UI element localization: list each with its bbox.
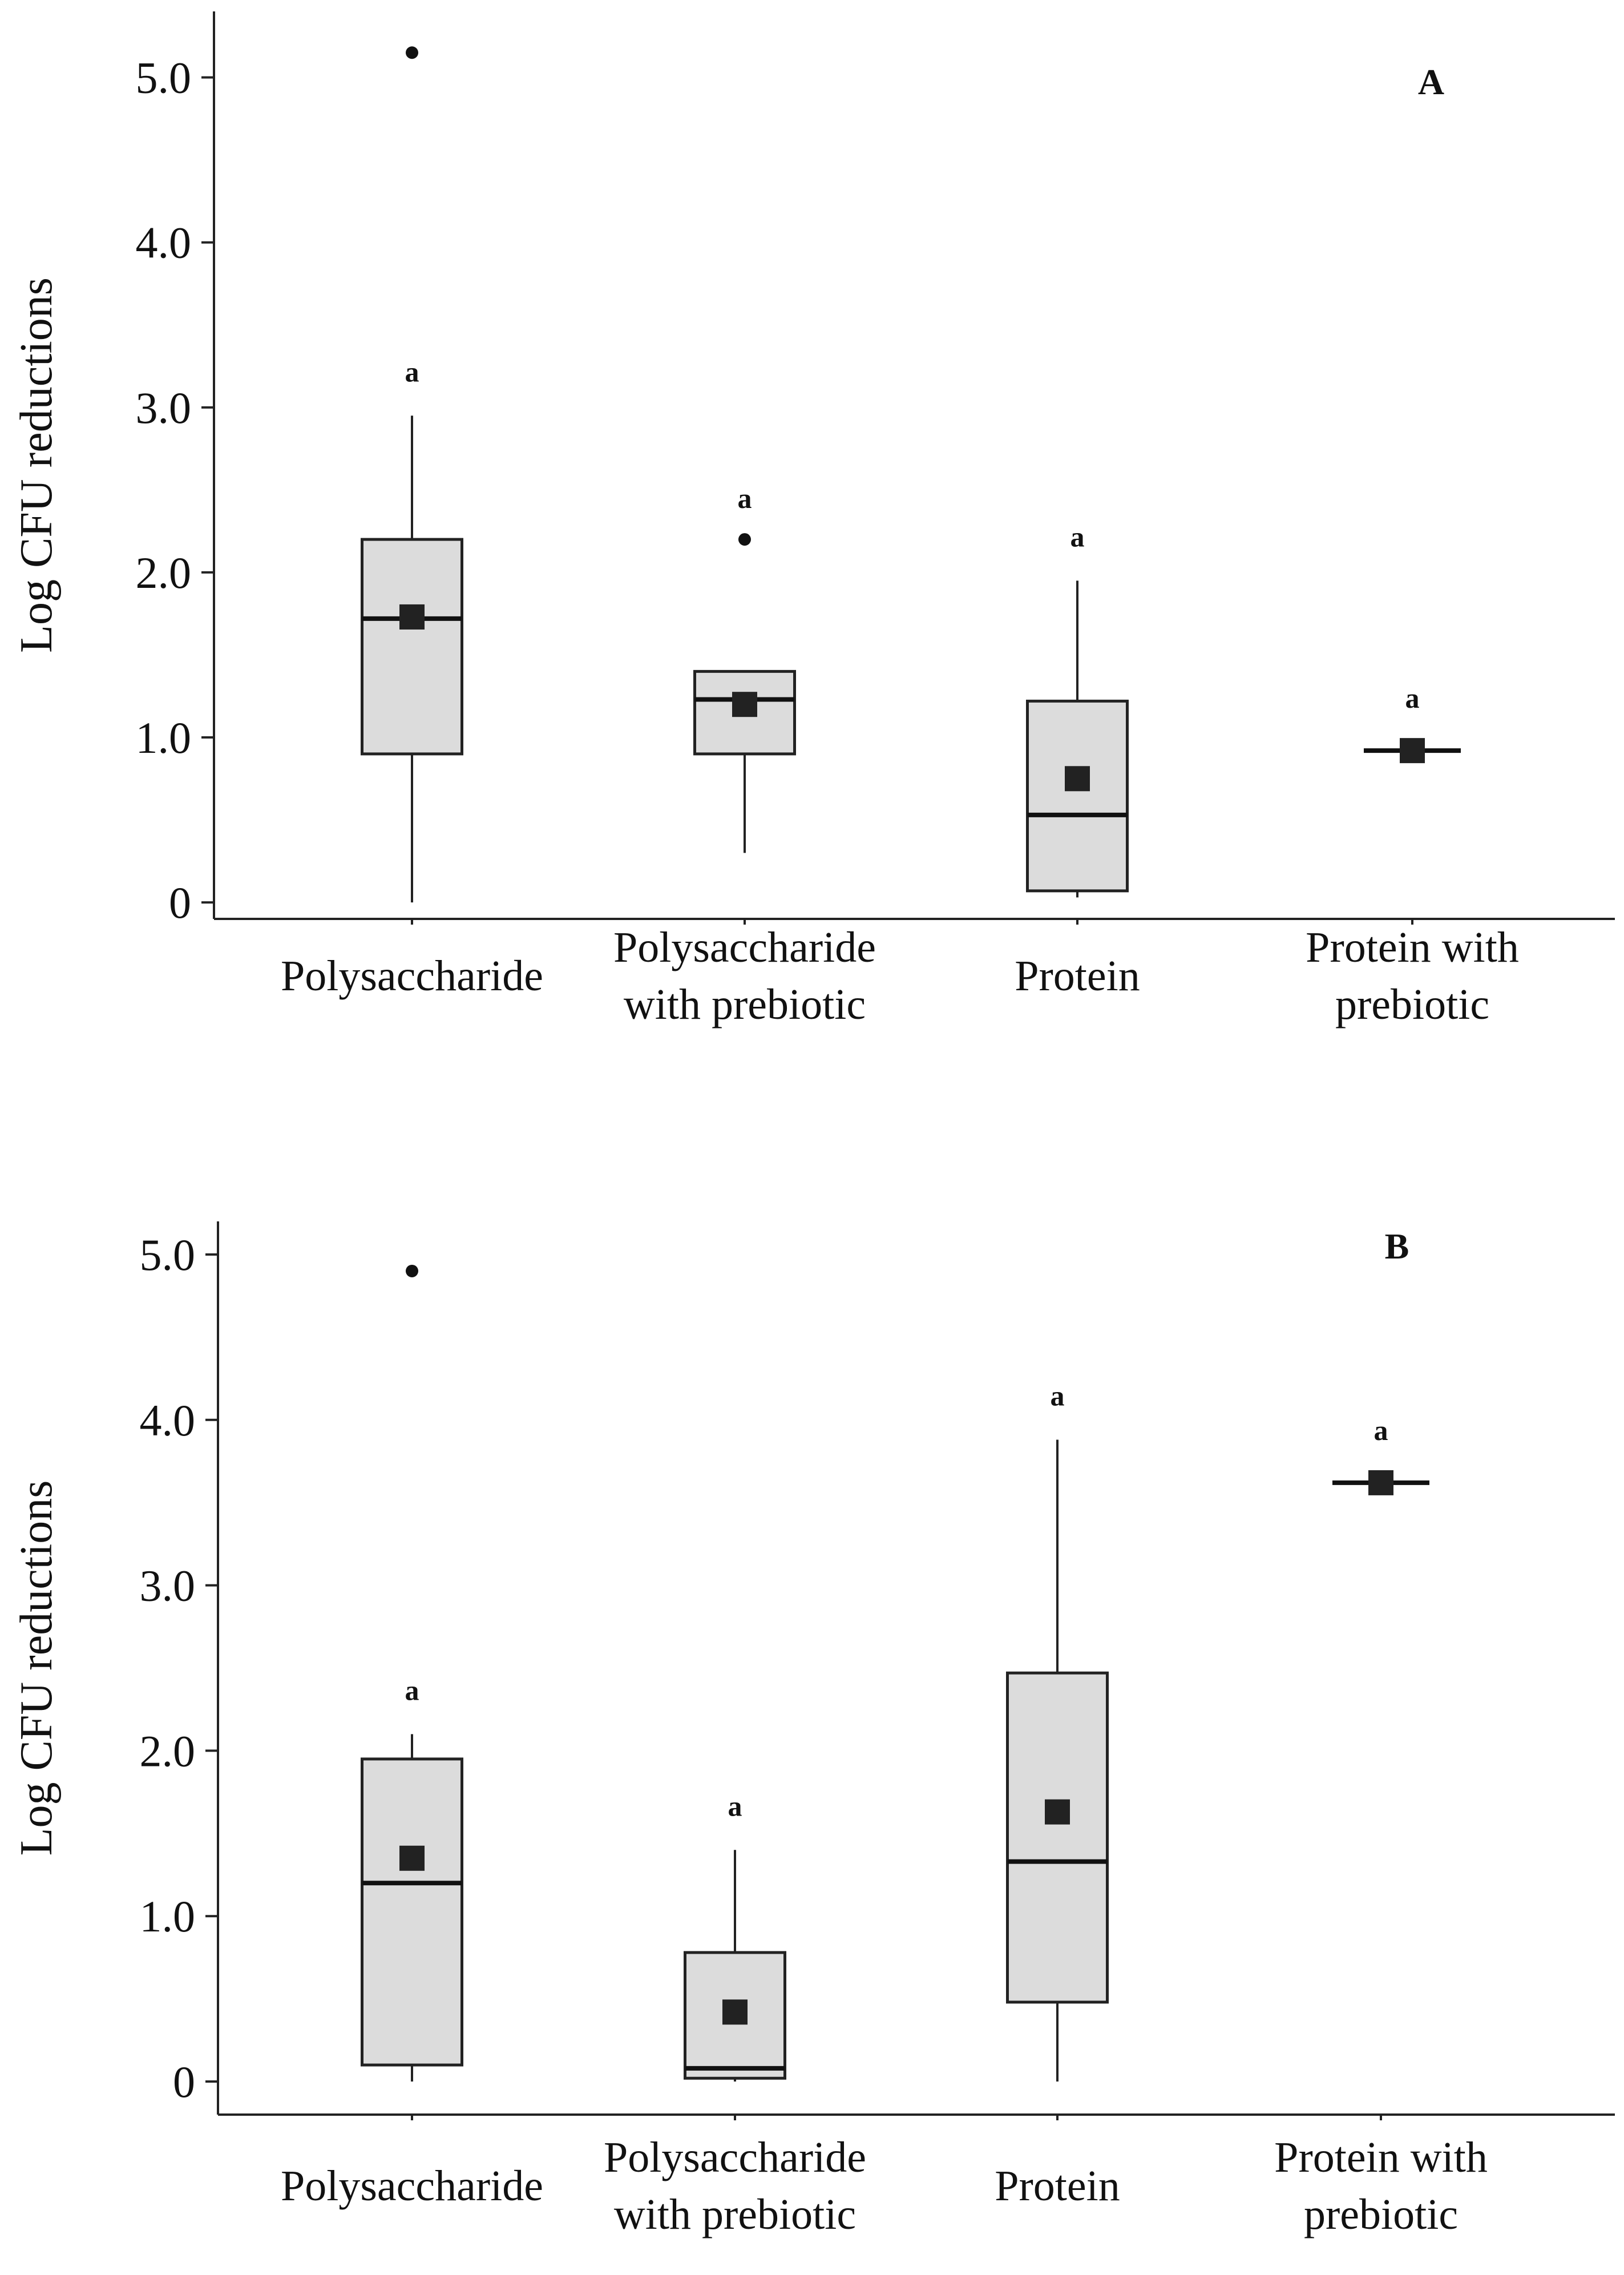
mean-marker (399, 1845, 425, 1871)
iqr-box (361, 1757, 463, 2067)
iqr-box (361, 538, 463, 756)
y-tick-label: 4.0 (136, 218, 192, 268)
y-tick-label: 3.0 (140, 1561, 196, 1611)
y-tick-label: 0 (169, 878, 191, 927)
mean-marker (722, 1999, 748, 2025)
y-tick-label: 4.0 (140, 1395, 196, 1445)
x-category-label: Polysaccharide (613, 923, 876, 971)
y-tick-label: 5.0 (136, 53, 192, 103)
x-category-label: prebiotic (1335, 981, 1489, 1028)
panel-a: 0 1.0 2.0 3.0 4.0 5.0 Log CFU reductions A Polys… (11, 11, 1615, 1028)
y-axis-title: Log CFU reductions (11, 277, 62, 653)
panel-letter: B (1385, 1226, 1409, 1266)
y-axis-title: Log CFU reductions (11, 1481, 62, 1856)
y-tick-label: 2.0 (140, 1726, 196, 1776)
y-tick-label: 1.0 (136, 713, 192, 763)
mean-marker (732, 692, 757, 717)
x-category-label: Protein with (1274, 2133, 1488, 2181)
y-tick-label: 1.0 (140, 1891, 196, 1941)
significance-letter: a (728, 1790, 742, 1822)
x-category-label: with prebiotic (624, 981, 866, 1028)
significance-letter: a (405, 356, 419, 388)
y-tick-label: 5.0 (140, 1230, 196, 1280)
y-tick-label: 3.0 (136, 383, 192, 433)
significance-letter: a (738, 482, 752, 514)
significance-letter: a (405, 1674, 419, 1706)
x-category-label: Polysaccharide (281, 952, 543, 1000)
significance-letter: a (1051, 1380, 1065, 1412)
outlier-point (738, 533, 751, 546)
y-tick-label: 2.0 (136, 548, 192, 598)
x-category-label: Protein with (1306, 923, 1519, 971)
outlier-point (406, 46, 418, 59)
iqr-box (1026, 699, 1129, 893)
significance-letter: a (1070, 521, 1085, 552)
significance-letter: a (1405, 682, 1420, 714)
mean-marker (1045, 1799, 1070, 1825)
mean-marker (1400, 738, 1425, 764)
y-tick-label: 0 (173, 2057, 195, 2107)
significance-letter: a (1374, 1414, 1388, 1446)
x-category-label: Polysaccharide (281, 2162, 543, 2210)
x-category-label: prebiotic (1304, 2191, 1458, 2238)
mean-marker (399, 604, 425, 630)
x-category-label: Polysaccharide (604, 2133, 866, 2181)
x-category-label: Protein (995, 2162, 1120, 2210)
mean-marker (1368, 1470, 1393, 1495)
x-category-label: with prebiotic (614, 2191, 856, 2238)
panel-b: 0 1.0 2.0 3.0 4.0 5.0 Log CFU reductions B Polys… (11, 1221, 1615, 2238)
iqr-box (1006, 1671, 1109, 2004)
mean-marker (1065, 766, 1090, 792)
x-category-label: Protein (1015, 952, 1140, 1000)
panel-letter: A (1418, 62, 1444, 102)
outlier-point (406, 1264, 418, 1277)
